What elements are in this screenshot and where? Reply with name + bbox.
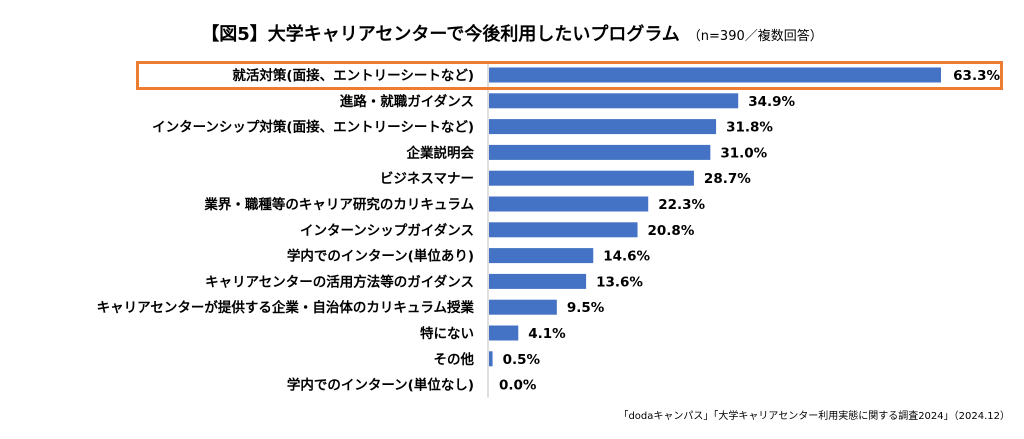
bar bbox=[489, 351, 493, 367]
value-label: 31.0% bbox=[720, 145, 767, 161]
value-label: 13.6% bbox=[596, 274, 643, 290]
value-label: 28.7% bbox=[704, 171, 751, 187]
category-label: キャリアセンターが提供する企業・自治体のカリキュラム授業 bbox=[97, 299, 475, 316]
category-label: キャリアセンターの活用方法等のガイダンス bbox=[205, 273, 474, 290]
bar bbox=[489, 196, 649, 212]
bar bbox=[489, 325, 519, 341]
value-label: 20.8% bbox=[648, 223, 695, 239]
chart-title-row: 【図5】大学キャリアセンターで今後利用したいプログラム （n=390／複数回答） bbox=[0, 20, 1024, 46]
value-label: 63.3% bbox=[953, 68, 1000, 84]
bar bbox=[489, 93, 739, 109]
bar bbox=[489, 144, 711, 160]
chart-title: 【図5】大学キャリアセンターで今後利用したいプログラム bbox=[201, 24, 680, 45]
chart-subtitle: （n=390／複数回答） bbox=[687, 29, 823, 44]
bar bbox=[489, 67, 941, 83]
category-label: インターンシップ対策(面接、エントリーシートなど) bbox=[152, 119, 474, 136]
highlight-frame bbox=[136, 61, 1003, 90]
category-label: インターンシップガイダンス bbox=[300, 222, 474, 239]
category-label: 企業説明会 bbox=[406, 144, 475, 161]
category-label: 特にない bbox=[420, 325, 474, 342]
bar bbox=[489, 273, 587, 289]
value-label: 22.3% bbox=[658, 197, 705, 213]
category-label: 学内でのインターン(単位あり) bbox=[287, 248, 474, 265]
category-label: 就活対策(面接、エントリーシートなど) bbox=[232, 67, 474, 84]
category-label: 学内でのインターン(単位なし) bbox=[287, 377, 474, 394]
category-label: 進路・就職ガイダンス bbox=[340, 93, 474, 110]
bar bbox=[489, 299, 557, 315]
value-label: 34.9% bbox=[748, 94, 795, 110]
value-label: 0.0% bbox=[499, 378, 537, 394]
bar bbox=[489, 248, 594, 264]
value-label: 4.1% bbox=[528, 326, 566, 342]
value-label: 0.5% bbox=[503, 352, 541, 368]
category-label: ビジネスマナー bbox=[380, 171, 474, 187]
value-label: 9.5% bbox=[567, 300, 605, 316]
bar bbox=[489, 119, 717, 135]
category-label: その他 bbox=[434, 351, 475, 368]
bar bbox=[489, 170, 694, 186]
source-note: 「dodaキャンパス」「大学キャリアセンター利用実態に関する調査2024」（20… bbox=[618, 411, 1010, 422]
bar bbox=[489, 222, 638, 238]
category-label: 業界・職種等のキャリア研究のカリキュラム bbox=[203, 196, 474, 213]
value-label: 14.6% bbox=[603, 249, 650, 265]
value-label: 31.8% bbox=[726, 120, 773, 136]
